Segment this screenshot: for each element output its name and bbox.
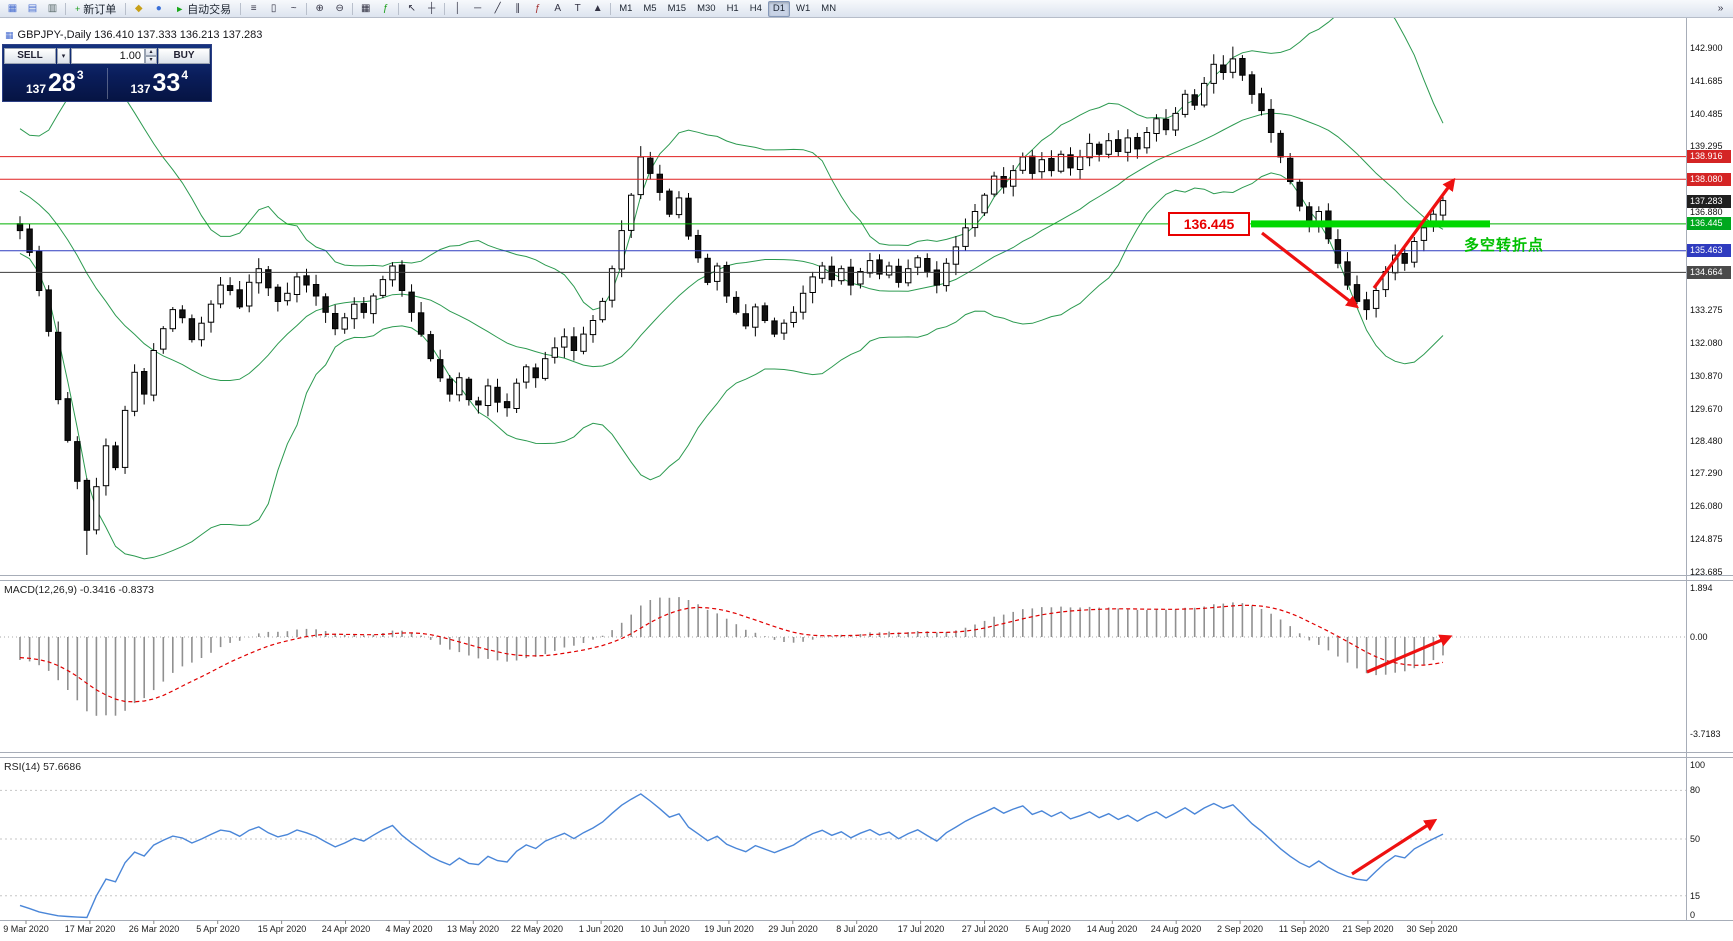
- history-center-icon[interactable]: ●: [155, 3, 162, 14]
- timeframe-button-mn[interactable]: MN: [821, 3, 837, 14]
- key-level-price-callout[interactable]: 136.445: [1168, 212, 1250, 236]
- timeframe-button-m30[interactable]: M30: [697, 3, 716, 14]
- vertical-line-icon[interactable]: │: [454, 3, 461, 14]
- timeframe-button-h1[interactable]: H1: [726, 3, 739, 14]
- one-click-trading-panel: SELL ▾ 1.00 ▴ ▾ BUY 137 28 3 137 33 4: [2, 44, 212, 102]
- new-order-button-label: 新订单: [83, 3, 117, 16]
- toolbar-separator: [240, 2, 242, 15]
- text-icon[interactable]: A: [554, 3, 562, 14]
- volume-decrease-button[interactable]: ▾: [145, 55, 157, 64]
- bollinger-middle-band: [19, 112, 1444, 381]
- toolbar-separator: [444, 2, 446, 15]
- profiles-icon[interactable]: ▤: [27, 3, 38, 14]
- toolbar: ▦ ▤ ▥ + 新订单 ◆ ● ► 自动交易 ≡ ▯ ~ ⊕ ⊖ ▦ ƒ ↖ ┼ │ ─ ╱ ∥ ƒ A T ▲ M1 M5 M15 M3…: [0, 0, 1733, 18]
- chart-mini-icon: ▦: [5, 29, 14, 40]
- timeframe-button-m15[interactable]: M15: [667, 3, 687, 14]
- price-up-arrow[interactable]: [1372, 177, 1456, 289]
- macd-histogram: [19, 597, 1444, 716]
- metaeditor-icon[interactable]: ◆: [134, 3, 143, 14]
- timeframe-button-w1[interactable]: W1: [796, 3, 811, 14]
- sell-button[interactable]: SELL: [4, 47, 56, 64]
- price-down-arrow[interactable]: [1261, 231, 1360, 309]
- timeframe-button-m1[interactable]: M1: [619, 3, 633, 14]
- autotrade-button-icon: ►: [175, 3, 185, 14]
- chart-shift-icon[interactable]: »: [1717, 3, 1724, 14]
- sell-price-big: 28: [48, 69, 76, 97]
- fibonacci-icon[interactable]: ƒ: [534, 3, 541, 14]
- toolbar-separator: [610, 2, 612, 15]
- buy-price-prefix: 137: [130, 82, 151, 96]
- indicators-icon[interactable]: ƒ: [382, 3, 389, 14]
- timeframe-button-h4[interactable]: H4: [749, 3, 762, 14]
- toolbar-separator: [306, 2, 308, 15]
- toolbar-separator: [398, 2, 400, 15]
- volume-input[interactable]: 1.00: [71, 47, 145, 64]
- rsi-panel: [0, 789, 1686, 919]
- buy-price-sup: 4: [181, 68, 189, 82]
- channel-icon[interactable]: ∥: [515, 3, 521, 14]
- chart-symbol-ohlc-label: ▦ GBPJPY-,Daily 136.410 137.333 136.213 …: [5, 29, 262, 41]
- rsi-up-arrow[interactable]: [1351, 818, 1438, 876]
- key-level-highlight-bar[interactable]: [1251, 220, 1490, 228]
- macd-indicator-label: MACD(12,26,9) -0.3416 -0.8373: [4, 584, 154, 596]
- new-order-button-icon: +: [75, 3, 81, 14]
- bar-chart-icon[interactable]: ≡: [250, 3, 257, 14]
- rsi-indicator-label: RSI(14) 57.6686: [4, 761, 82, 773]
- buy-price-big: 33: [152, 69, 181, 97]
- candlestick-chart-icon[interactable]: ▯: [270, 3, 277, 14]
- horizontal-line-icon[interactable]: ─: [474, 3, 482, 14]
- autotrade-button-label: 自动交易: [187, 3, 232, 16]
- sell-price-prefix: 137: [25, 82, 47, 96]
- macd-signal-line: [19, 604, 1444, 703]
- buy-price[interactable]: 137 33 4: [108, 65, 212, 102]
- buy-button[interactable]: BUY: [158, 47, 210, 64]
- toolbar-separator: [352, 2, 354, 15]
- crosshair-icon[interactable]: ┼: [428, 3, 436, 14]
- timeframe-button-m5[interactable]: M5: [643, 3, 657, 14]
- new-order-button[interactable]: + 新订单: [69, 0, 122, 17]
- rsi-line: [19, 793, 1444, 919]
- zoom-in-icon[interactable]: ⊕: [315, 3, 324, 14]
- label-icon[interactable]: T: [574, 3, 581, 14]
- shapes-icon[interactable]: ▲: [592, 3, 603, 14]
- order-type-dropdown[interactable]: ▾: [57, 47, 70, 64]
- tile-windows-icon[interactable]: ▦: [360, 3, 371, 14]
- bollinger-lower-band: [19, 172, 1444, 560]
- toolbar-separator: [125, 2, 127, 15]
- new-chart-icon[interactable]: ▦: [7, 3, 18, 14]
- price-panel: [0, 18, 1686, 560]
- volume-increase-button[interactable]: ▴: [145, 47, 157, 56]
- bollinger-upper-band: [19, 18, 1444, 311]
- toolbar-separator: [65, 2, 66, 15]
- line-chart-icon[interactable]: ~: [290, 3, 297, 14]
- trendline-icon[interactable]: ╱: [494, 3, 501, 14]
- price-divider: [106, 68, 108, 99]
- sell-price-sup: 3: [76, 68, 84, 82]
- macd-panel: [0, 597, 1686, 716]
- symbol-ohlc-text: GBPJPY-,Daily 136.410 137.333 136.213 13…: [17, 29, 263, 41]
- cursor-icon[interactable]: ↖: [407, 3, 416, 14]
- timeframe-button-d1[interactable]: D1: [767, 0, 791, 17]
- candlestick-series: [16, 46, 1447, 555]
- macd-up-arrow[interactable]: [1366, 634, 1453, 674]
- market-watch-icon[interactable]: ▥: [47, 3, 58, 14]
- turning-point-annotation[interactable]: 多空转折点: [1464, 237, 1545, 254]
- zoom-out-icon[interactable]: ⊖: [335, 3, 344, 14]
- sell-price[interactable]: 137 28 3: [3, 65, 107, 102]
- autotrade-button[interactable]: ► 自动交易: [169, 0, 237, 17]
